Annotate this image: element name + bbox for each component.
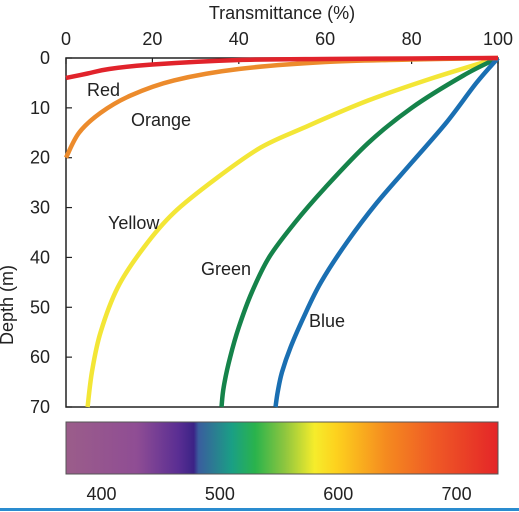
- x-tick-label: 40: [229, 29, 249, 49]
- series-line-green: [219, 55, 500, 408]
- x-tick-label: 0: [61, 29, 71, 49]
- series-label-green: Green: [201, 259, 251, 279]
- series-label-yellow: Yellow: [108, 213, 160, 233]
- y-tick-label: 70: [30, 397, 50, 417]
- series-label-blue: Blue: [309, 311, 345, 331]
- x-axis-label: Transmittance (%): [209, 3, 355, 23]
- x-tick-label: 80: [402, 29, 422, 49]
- y-tick-label: 60: [30, 347, 50, 367]
- y-tick-label: 30: [30, 198, 50, 218]
- spectrum-bar: [65, 421, 499, 475]
- series-label-red: Red: [87, 80, 120, 100]
- x-tick-label: 20: [142, 29, 162, 49]
- y-tick-label: 50: [30, 297, 50, 317]
- x-tick-label: 100: [483, 29, 513, 49]
- spectrum-tick-label: 400: [86, 484, 116, 504]
- series-lines: Yellow Green Blue Orange Red: [63, 55, 500, 408]
- y-axis-label: Depth (m): [0, 265, 17, 345]
- y-tick-label: 0: [40, 48, 50, 68]
- series-label-orange: Orange: [131, 110, 191, 130]
- x-tick-label: 60: [315, 29, 335, 49]
- axis-ticks: 0 20 40 60 80 100 0 10 20 30 40 50 60 70: [30, 29, 513, 417]
- y-tick-label: 10: [30, 98, 50, 118]
- series-line-red: [65, 55, 499, 81]
- y-tick-label: 20: [30, 148, 50, 168]
- spectrum-tick-labels: 400 500 600 700: [86, 484, 471, 504]
- series-line-blue: [273, 56, 500, 408]
- spectrum-tick-label: 600: [323, 484, 353, 504]
- series-line-orange: [63, 55, 499, 159]
- series-line-yellow: [85, 55, 499, 408]
- y-tick-label: 40: [30, 247, 50, 267]
- spectrum-tick-label: 500: [205, 484, 235, 504]
- spectrum-tick-label: 700: [442, 484, 472, 504]
